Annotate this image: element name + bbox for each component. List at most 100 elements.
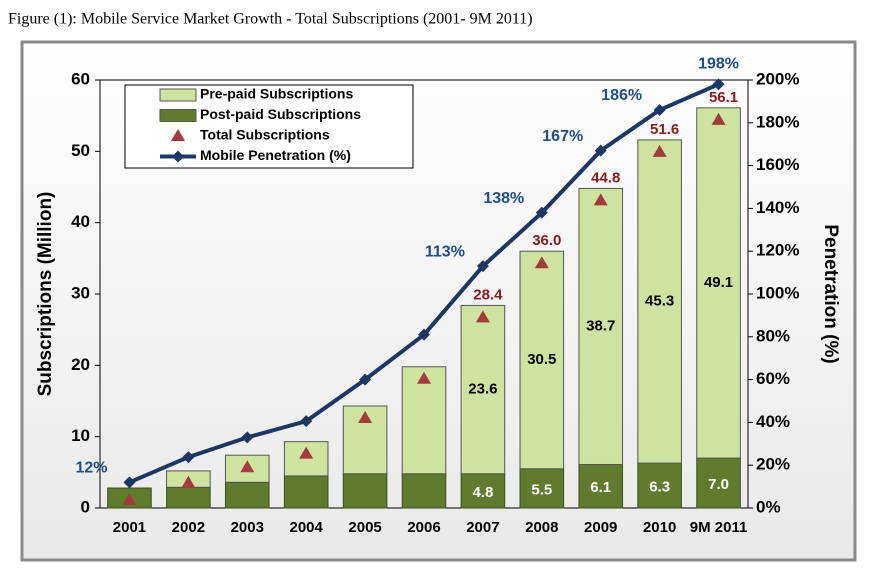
pre-paid-label: 30.5 [527, 351, 556, 368]
pre-paid-bar [401, 366, 447, 475]
y-tick-label: 10 [71, 426, 90, 445]
x-tick-label: 2010 [643, 519, 676, 536]
y-tick-label: 30 [71, 283, 90, 302]
legend-label: Mobile Penetration (%) [200, 147, 351, 163]
penetration-marker [712, 78, 725, 91]
x-tick-label: 2005 [348, 519, 381, 536]
penetration-label: 186% [601, 87, 642, 104]
post-paid-bar [460, 473, 506, 509]
total-marker [122, 493, 137, 506]
x-tick-label: 2006 [407, 519, 440, 536]
legend-swatch [171, 129, 185, 141]
y-tick-label: 40 [71, 212, 90, 231]
legend-label: Post-paid Subscriptions [200, 106, 361, 122]
pre-paid-bar [696, 107, 741, 459]
penetration-label: 12% [75, 460, 107, 477]
legend-swatch [159, 88, 197, 102]
y-tick-label: 50 [71, 141, 90, 160]
y2-tick-label: 60% [756, 369, 790, 388]
total-label: 51.6 [650, 121, 679, 138]
pre-paid-label: 38.7 [586, 317, 615, 334]
total-label: 28.4 [473, 286, 503, 303]
y2-tick-label: 200% [756, 69, 799, 88]
y2-tick-label: 40% [756, 412, 790, 431]
total-label: 44.8 [591, 169, 620, 186]
total-marker [534, 256, 549, 269]
total-marker [475, 310, 490, 323]
y2-axis-label: Penetration (%) [820, 224, 841, 363]
x-tick-label: 2001 [113, 519, 146, 536]
legend-label: Pre-paid Subscriptions [200, 86, 353, 102]
x-tick-label: 2003 [231, 519, 264, 536]
post-paid-label: 7.0 [708, 476, 729, 493]
post-paid-label: 6.1 [590, 479, 611, 496]
y2-tick-label: 180% [756, 112, 799, 131]
y-tick-label: 0 [81, 497, 90, 516]
y2-tick-label: 140% [756, 198, 799, 217]
penetration-marker [123, 476, 136, 489]
y-tick-label: 20 [71, 355, 90, 374]
total-marker [240, 460, 255, 473]
post-paid-label: 5.5 [531, 481, 552, 498]
post-paid-bar [224, 481, 270, 509]
penetration-marker [241, 431, 254, 444]
legend-swatch [159, 109, 197, 122]
x-tick-label: 9M 2011 [690, 519, 748, 536]
pre-paid-bar [578, 187, 624, 465]
post-paid-label: 4.8 [472, 484, 493, 501]
total-marker [711, 112, 726, 125]
legend-swatch [172, 150, 184, 163]
x-tick-label: 2009 [584, 519, 617, 536]
post-paid-bar [637, 462, 682, 509]
y2-tick-label: 0% [756, 497, 781, 516]
pre-paid-bar [637, 139, 682, 464]
total-marker [358, 410, 373, 423]
post-paid-bar [342, 473, 388, 509]
penetration-label: 138% [483, 190, 524, 207]
y2-tick-label: 160% [756, 155, 799, 174]
penetration-marker [418, 328, 430, 341]
pre-paid-label: 49.1 [704, 274, 733, 291]
total-marker [593, 193, 608, 206]
post-paid-bar [578, 463, 624, 509]
penetration-marker [300, 415, 313, 428]
penetration-label: 167% [542, 128, 583, 145]
x-tick-label: 2008 [525, 519, 558, 536]
total-marker [417, 371, 431, 384]
x-tick-label: 2002 [172, 519, 205, 536]
y-axis-label: Subscriptions (Million) [35, 192, 56, 397]
y2-tick-label: 80% [756, 326, 790, 345]
penetration-label: 198% [698, 55, 739, 72]
total-marker [299, 446, 314, 459]
legend-label: Total Subscriptions [200, 127, 330, 143]
y-tick-label: 60 [71, 69, 90, 88]
post-paid-bar [401, 473, 447, 509]
post-paid-bar [519, 468, 565, 509]
pre-paid-bar [519, 250, 565, 470]
penetration-marker [476, 260, 489, 273]
pre-paid-label: 45.3 [645, 292, 674, 309]
penetration-marker [182, 451, 195, 464]
penetration-marker [594, 144, 607, 157]
total-marker [652, 144, 667, 157]
pre-paid-bar [460, 304, 506, 475]
total-marker [181, 475, 196, 488]
penetration-marker [653, 103, 666, 116]
y2-tick-label: 20% [756, 455, 790, 474]
penetration-label: 113% [425, 243, 465, 260]
chart-title: Figure (1): Mobile Service Market Growth… [8, 11, 533, 28]
penetration-marker [535, 206, 548, 219]
x-tick-label: 2007 [466, 519, 499, 536]
y2-tick-label: 120% [756, 241, 799, 260]
total-label: 56.1 [709, 89, 738, 106]
penetration-marker [359, 373, 372, 386]
post-paid-label: 6.3 [649, 478, 670, 495]
post-paid-bar [283, 475, 329, 509]
post-paid-bar [696, 457, 741, 509]
pre-paid-label: 23.6 [468, 381, 497, 398]
post-paid-bar [166, 486, 211, 509]
x-tick-label: 2004 [289, 519, 323, 536]
y2-tick-label: 100% [756, 283, 799, 302]
total-label: 36.0 [532, 232, 561, 249]
